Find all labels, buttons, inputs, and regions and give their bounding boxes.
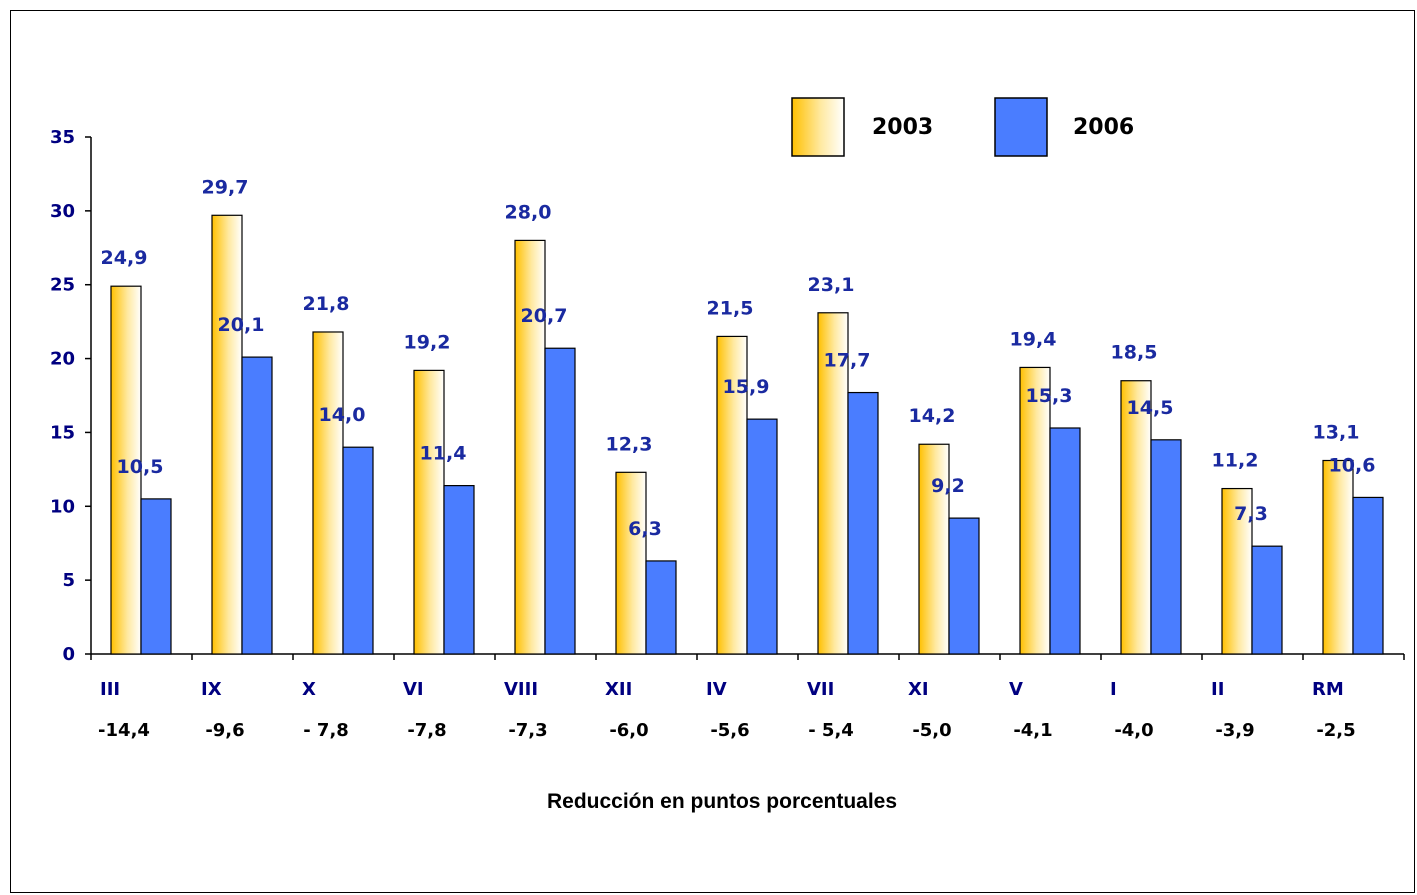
data-label-2006: 17,7 [824,350,871,372]
bar-2006 [645,560,677,655]
data-label-2003: 14,2 [909,405,956,427]
category-label: XI [908,679,929,700]
data-label-2006: 14,5 [1127,397,1174,419]
data-label-2003: 21,8 [303,293,350,315]
legend: 2003 2006 [791,97,1134,157]
category-label: V [1009,679,1023,700]
reduction-label: -7,8 [407,720,446,741]
bar-2006 [140,498,172,655]
data-label-2003: 29,7 [202,176,249,198]
data-label-2006: 6,3 [628,518,662,540]
data-label-2003: 11,2 [1212,450,1259,472]
category-label: II [1211,679,1224,700]
bar-2006 [241,356,273,655]
reduction-label: -3,9 [1215,720,1254,741]
bar-2006 [847,391,879,655]
data-label-2003: 24,9 [101,247,148,269]
category-label: VII [807,679,834,700]
bar-2006 [342,446,374,655]
category-label: XII [605,679,632,700]
data-label-2006: 15,3 [1026,385,1073,407]
bar-2003 [312,331,344,655]
bar-2006 [746,418,778,655]
bar-2003 [1120,380,1152,655]
y-tick-label: 0 [62,644,75,665]
reduction-label: -4,0 [1114,720,1153,741]
reduction-label: -5,6 [710,720,749,741]
bar-2006 [948,517,980,655]
category-label: III [100,679,120,700]
bar-2003 [817,312,849,655]
reduction-label: -2,5 [1316,720,1355,741]
data-label-2006: 10,5 [117,456,164,478]
data-label-2003: 18,5 [1111,342,1158,364]
x-axis-title: Reducción en puntos porcentuales [547,790,897,813]
reduction-label: - 5,4 [808,720,854,741]
y-tick-label: 30 [50,201,75,222]
data-label-2006: 14,0 [319,404,366,426]
reduction-label: -4,1 [1013,720,1052,741]
reduction-label: -14,4 [98,720,150,741]
category-label: RM [1312,679,1344,700]
reduction-label: -9,6 [205,720,244,741]
bar-2006 [1251,545,1283,655]
labels: 24,910,5III-14,429,720,1IX-9,621,814,0X-… [98,176,1375,741]
data-label-2006: 9,2 [931,475,965,497]
y-tick-label: 15 [50,422,75,443]
legend-label-2003: 2003 [872,115,933,140]
data-label-2006: 7,3 [1234,503,1268,525]
data-label-2006: 15,9 [723,376,770,398]
y-tick-label: 5 [62,570,75,591]
data-label-2003: 28,0 [505,201,552,223]
data-label-2006: 10,6 [1329,454,1376,476]
data-label-2003: 19,2 [404,331,451,353]
bar-2003 [514,239,546,655]
bar-2006 [1150,439,1182,655]
y-tick-label: 35 [50,127,75,148]
data-label-2003: 19,4 [1010,328,1057,350]
category-label: X [302,679,316,700]
axes: 0 5 10 15 20 25 30 35 [50,127,1405,665]
y-tick-label: 10 [50,496,75,517]
data-label-2006: 20,1 [218,314,265,336]
bar-2003 [615,471,647,655]
reduction-label: -5,0 [912,720,951,741]
data-label-2003: 13,1 [1313,421,1360,443]
category-label: VIII [504,679,538,700]
bars [110,214,1384,655]
reduction-label: -7,3 [508,720,547,741]
data-label-2003: 12,3 [606,433,653,455]
y-tick-label: 20 [50,349,75,370]
category-label: I [1110,679,1117,700]
bar-2003 [1221,487,1253,655]
bar-2003 [413,369,445,655]
bar-2003 [110,285,142,655]
category-label: IV [706,679,727,700]
bar-2006 [1352,496,1384,655]
category-label: VI [403,679,424,700]
bar-2006 [544,347,576,655]
bar-2003 [1019,366,1051,655]
legend-swatch-2006 [994,97,1048,157]
category-label: IX [201,679,222,700]
data-label-2006: 20,7 [521,305,568,327]
data-label-2006: 11,4 [420,443,467,465]
bar-2006 [1049,427,1081,655]
data-label-2003: 23,1 [808,274,855,296]
bar-2003 [1322,459,1354,655]
data-label-2003: 21,5 [707,297,754,319]
reduction-label: -6,0 [609,720,648,741]
y-tick-label: 25 [50,275,75,296]
reduction-label: - 7,8 [303,720,349,741]
bar-2003 [211,214,243,655]
legend-label-2006: 2006 [1073,115,1134,140]
legend-swatch-2003 [791,97,845,157]
bar-2006 [443,485,475,655]
